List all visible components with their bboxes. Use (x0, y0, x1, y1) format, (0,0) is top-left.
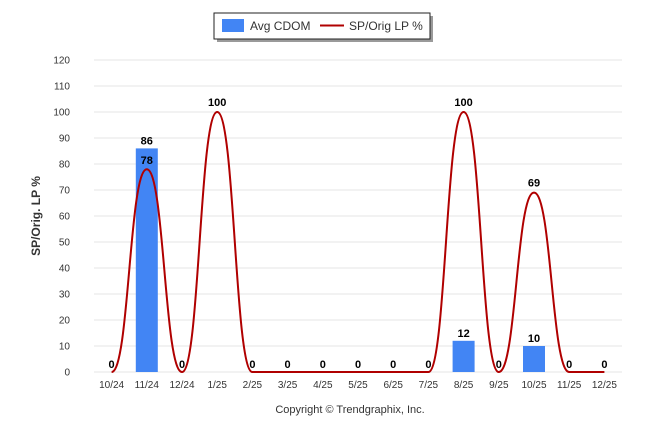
y-tick-label: 60 (59, 212, 71, 223)
bar (523, 346, 545, 372)
y-tick-label: 70 (59, 186, 71, 197)
x-tick-label: 3/25 (278, 380, 298, 391)
x-tick-label: 8/25 (454, 380, 474, 391)
line-data-label: 0 (355, 359, 361, 371)
x-tick-label: 2/25 (243, 380, 263, 391)
line-data-label: 0 (320, 359, 326, 371)
y-tick-label: 110 (54, 82, 70, 93)
x-tick-label: 1/25 (207, 380, 227, 391)
line-data-label: 78 (141, 155, 153, 167)
line-data-label: 0 (566, 359, 572, 371)
x-tick-label: 12/24 (169, 380, 194, 391)
x-tick-label: 4/25 (313, 380, 333, 391)
y-axis-ticks: 0 10 20 30 40 50 60 70 80 90 100 110 120 (53, 56, 70, 379)
x-tick-label: 5/25 (348, 380, 368, 391)
line-data-label: 100 (454, 97, 472, 109)
y-axis-label: SP/Orig. LP % (29, 176, 43, 256)
line-data-label: 0 (109, 359, 115, 371)
bar (452, 340, 475, 372)
y-tick-label: 40 (59, 264, 71, 275)
x-tick-label: 12/25 (592, 380, 617, 391)
x-tick-label: 11/25 (557, 380, 582, 391)
x-tick-label: 11/24 (135, 380, 160, 391)
legend-label-avg-cdom: Avg CDOM (250, 19, 310, 33)
y-tick-label: 20 (59, 316, 71, 327)
line-data-label: 0 (390, 359, 396, 371)
y-tick-label: 0 (64, 368, 70, 379)
line-series-sp-orig-lp (111, 110, 605, 374)
y-tick-label: 100 (53, 108, 70, 119)
line-data-label: 0 (496, 359, 502, 371)
data-labels: 0 86 78 0 100 0 0 0 0 0 0 12 100 0 10 69 0 0 (109, 97, 608, 371)
x-tick-label: 7/25 (419, 380, 439, 391)
y-tick-label: 120 (53, 56, 70, 67)
x-tick-label: 10/25 (521, 380, 546, 391)
y-tick-label: 50 (59, 238, 71, 249)
legend-swatch-avg-cdom (222, 19, 244, 32)
legend: Avg CDOM SP/Orig LP % (213, 12, 433, 42)
bar-series-avg-cdom (135, 148, 545, 372)
line-data-label: 0 (285, 359, 291, 371)
line-data-label: 0 (601, 359, 607, 371)
bar (135, 148, 158, 372)
y-tick-label: 30 (59, 290, 71, 301)
x-tick-label: 6/25 (383, 380, 403, 391)
bar-data-label: 86 (141, 135, 153, 147)
y-tick-label: 80 (59, 160, 71, 171)
line-data-label: 0 (425, 359, 431, 371)
line-data-label: 100 (208, 97, 226, 109)
x-tick-label: 10/24 (99, 380, 124, 391)
legend-label-sp-orig-lp: SP/Orig LP % (349, 19, 423, 33)
bar-data-label: 10 (528, 333, 540, 345)
x-tick-label: 9/25 (489, 380, 509, 391)
y-tick-label: 90 (59, 134, 71, 145)
bar-data-label: 12 (457, 328, 469, 340)
x-axis-ticks: 10/24 11/24 12/24 1/25 2/25 3/25 4/25 5/25 6/25 7… (99, 380, 617, 391)
line-data-label: 0 (179, 359, 185, 371)
copyright-text: Copyright © Trendgraphix, Inc. (275, 404, 424, 416)
y-tick-label: 10 (59, 342, 71, 353)
line-data-label: 0 (249, 359, 255, 371)
line-data-label: 69 (528, 178, 540, 190)
